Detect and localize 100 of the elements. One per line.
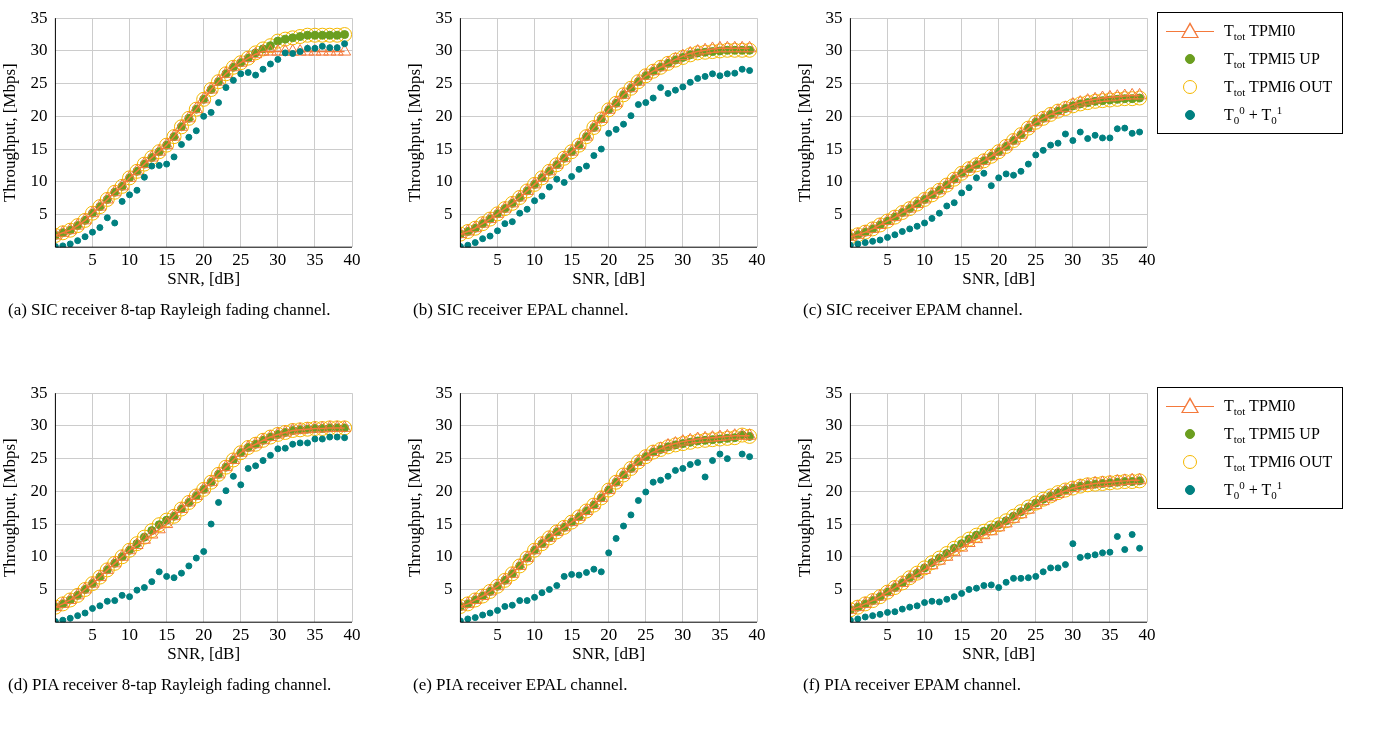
- x-tick-label: 5: [493, 249, 502, 269]
- y-tick-label: 15: [30, 513, 48, 533]
- y-tick-label: 35: [30, 7, 48, 27]
- y-tick-label: 5: [38, 578, 48, 598]
- x-tick-label: 40: [1138, 249, 1156, 269]
- y-tick-label: 5: [833, 203, 843, 223]
- x-tick-label: 15: [158, 624, 176, 644]
- y-tick-label: 25: [30, 448, 48, 468]
- y-tick-label: 25: [435, 448, 453, 468]
- y-tick-label: 25: [30, 73, 48, 93]
- y-tick-label: 25: [435, 73, 453, 93]
- x-tick-label: 25: [1027, 624, 1045, 644]
- x-tick-label: 40: [343, 249, 361, 269]
- y-tick-label: 20: [435, 105, 453, 125]
- x-axis-title: SNR, [dB]: [167, 269, 241, 289]
- x-tick-label: 35: [1101, 624, 1119, 644]
- x-tick-label: 25: [232, 624, 250, 644]
- y-tick-label: 15: [435, 138, 453, 158]
- x-tick-label: 30: [269, 624, 287, 644]
- x-axis-title: SNR, [dB]: [572, 644, 646, 664]
- x-tick-label: 40: [1138, 624, 1156, 644]
- x-axis-title: SNR, [dB]: [962, 269, 1036, 289]
- y-tick-label: 10: [435, 171, 453, 191]
- x-tick-label: 20: [600, 249, 618, 269]
- y-axis-title: Throughput, [Mbps]: [794, 438, 814, 578]
- y-tick-label: 30: [825, 40, 843, 60]
- y-tick-label: 30: [825, 415, 843, 435]
- x-tick-label: 15: [563, 624, 581, 644]
- x-tick-label: 20: [990, 249, 1008, 269]
- y-tick-label: 20: [435, 480, 453, 500]
- x-tick-label: 30: [674, 624, 692, 644]
- x-tick-label: 25: [637, 624, 655, 644]
- x-tick-label: 25: [232, 249, 250, 269]
- x-tick-label: 5: [493, 624, 502, 644]
- x-tick-label: 5: [88, 624, 97, 644]
- legend-label: T$_{tot}$ TPMI0: [1224, 397, 1297, 418]
- x-tick-label: 15: [953, 624, 971, 644]
- x-tick-label: 30: [1064, 249, 1082, 269]
- y-tick-label: 20: [30, 480, 48, 500]
- y-tick-label: 10: [825, 171, 843, 191]
- y-tick-label: 10: [435, 546, 453, 566]
- x-tick-label: 40: [748, 624, 766, 644]
- y-tick-label: 35: [825, 7, 843, 27]
- y-tick-label: 35: [435, 382, 453, 402]
- y-tick-label: 15: [30, 138, 48, 158]
- x-tick-label: 15: [953, 249, 971, 269]
- x-tick-label: 35: [1101, 249, 1119, 269]
- text: (c) SIC receiver EPAM channel.: [803, 300, 1024, 320]
- legend-label: T$_{tot}$ TPMI0: [1224, 22, 1297, 43]
- x-axis-title: SNR, [dB]: [572, 269, 646, 289]
- x-tick-label: 20: [600, 624, 618, 644]
- x-tick-label: 5: [883, 249, 892, 269]
- text: (e) PIA receiver EPAL channel.: [413, 675, 629, 695]
- y-tick-label: 30: [30, 40, 48, 60]
- y-tick-label: 5: [443, 578, 453, 598]
- x-tick-label: 40: [748, 249, 766, 269]
- y-tick-label: 15: [435, 513, 453, 533]
- y-tick-label: 30: [435, 415, 453, 435]
- y-tick-label: 10: [30, 546, 48, 566]
- x-tick-label: 35: [711, 624, 729, 644]
- x-tick-label: 25: [637, 249, 655, 269]
- x-tick-label: 10: [916, 624, 934, 644]
- x-tick-label: 40: [343, 624, 361, 644]
- y-axis-title: Throughput, [Mbps]: [404, 63, 424, 203]
- text: (f) PIA receiver EPAM channel.: [803, 675, 1022, 695]
- x-axis-title: SNR, [dB]: [962, 644, 1036, 664]
- x-tick-label: 30: [1064, 624, 1082, 644]
- x-tick-label: 5: [88, 249, 97, 269]
- x-tick-label: 10: [121, 249, 139, 269]
- y-axis-title: Throughput, [Mbps]: [794, 63, 814, 203]
- x-tick-label: 30: [674, 249, 692, 269]
- y-tick-label: 25: [825, 448, 843, 468]
- y-tick-label: 35: [435, 7, 453, 27]
- x-tick-label: 25: [1027, 249, 1045, 269]
- y-tick-label: 20: [30, 105, 48, 125]
- x-axis-title: SNR, [dB]: [167, 644, 241, 664]
- text: (a) SIC receiver 8-tap Rayleigh fading channel.: [8, 300, 332, 320]
- y-axis-title: Throughput, [Mbps]: [404, 438, 424, 578]
- x-tick-label: 35: [306, 249, 324, 269]
- y-tick-label: 20: [825, 105, 843, 125]
- x-tick-label: 10: [121, 624, 139, 644]
- y-tick-label: 15: [825, 513, 843, 533]
- y-tick-label: 15: [825, 138, 843, 158]
- x-tick-label: 35: [306, 624, 324, 644]
- legend-label: T$_{tot}$ TPMI6 OUT: [1224, 78, 1333, 99]
- y-tick-label: 5: [833, 578, 843, 598]
- y-tick-label: 35: [825, 382, 843, 402]
- text: (b) SIC receiver EPAL channel.: [413, 300, 630, 320]
- y-tick-label: 10: [825, 546, 843, 566]
- x-tick-label: 35: [711, 249, 729, 269]
- y-axis-title: Throughput, [Mbps]: [0, 438, 19, 578]
- y-tick-label: 25: [825, 73, 843, 93]
- legend-label: T$_{tot}$ TPMI5 UP: [1224, 50, 1321, 71]
- y-tick-label: 20: [825, 480, 843, 500]
- x-tick-label: 30: [269, 249, 287, 269]
- x-tick-label: 10: [526, 624, 544, 644]
- y-tick-label: 30: [30, 415, 48, 435]
- y-tick-label: 35: [30, 382, 48, 402]
- x-tick-label: 10: [916, 249, 934, 269]
- x-tick-label: 10: [526, 249, 544, 269]
